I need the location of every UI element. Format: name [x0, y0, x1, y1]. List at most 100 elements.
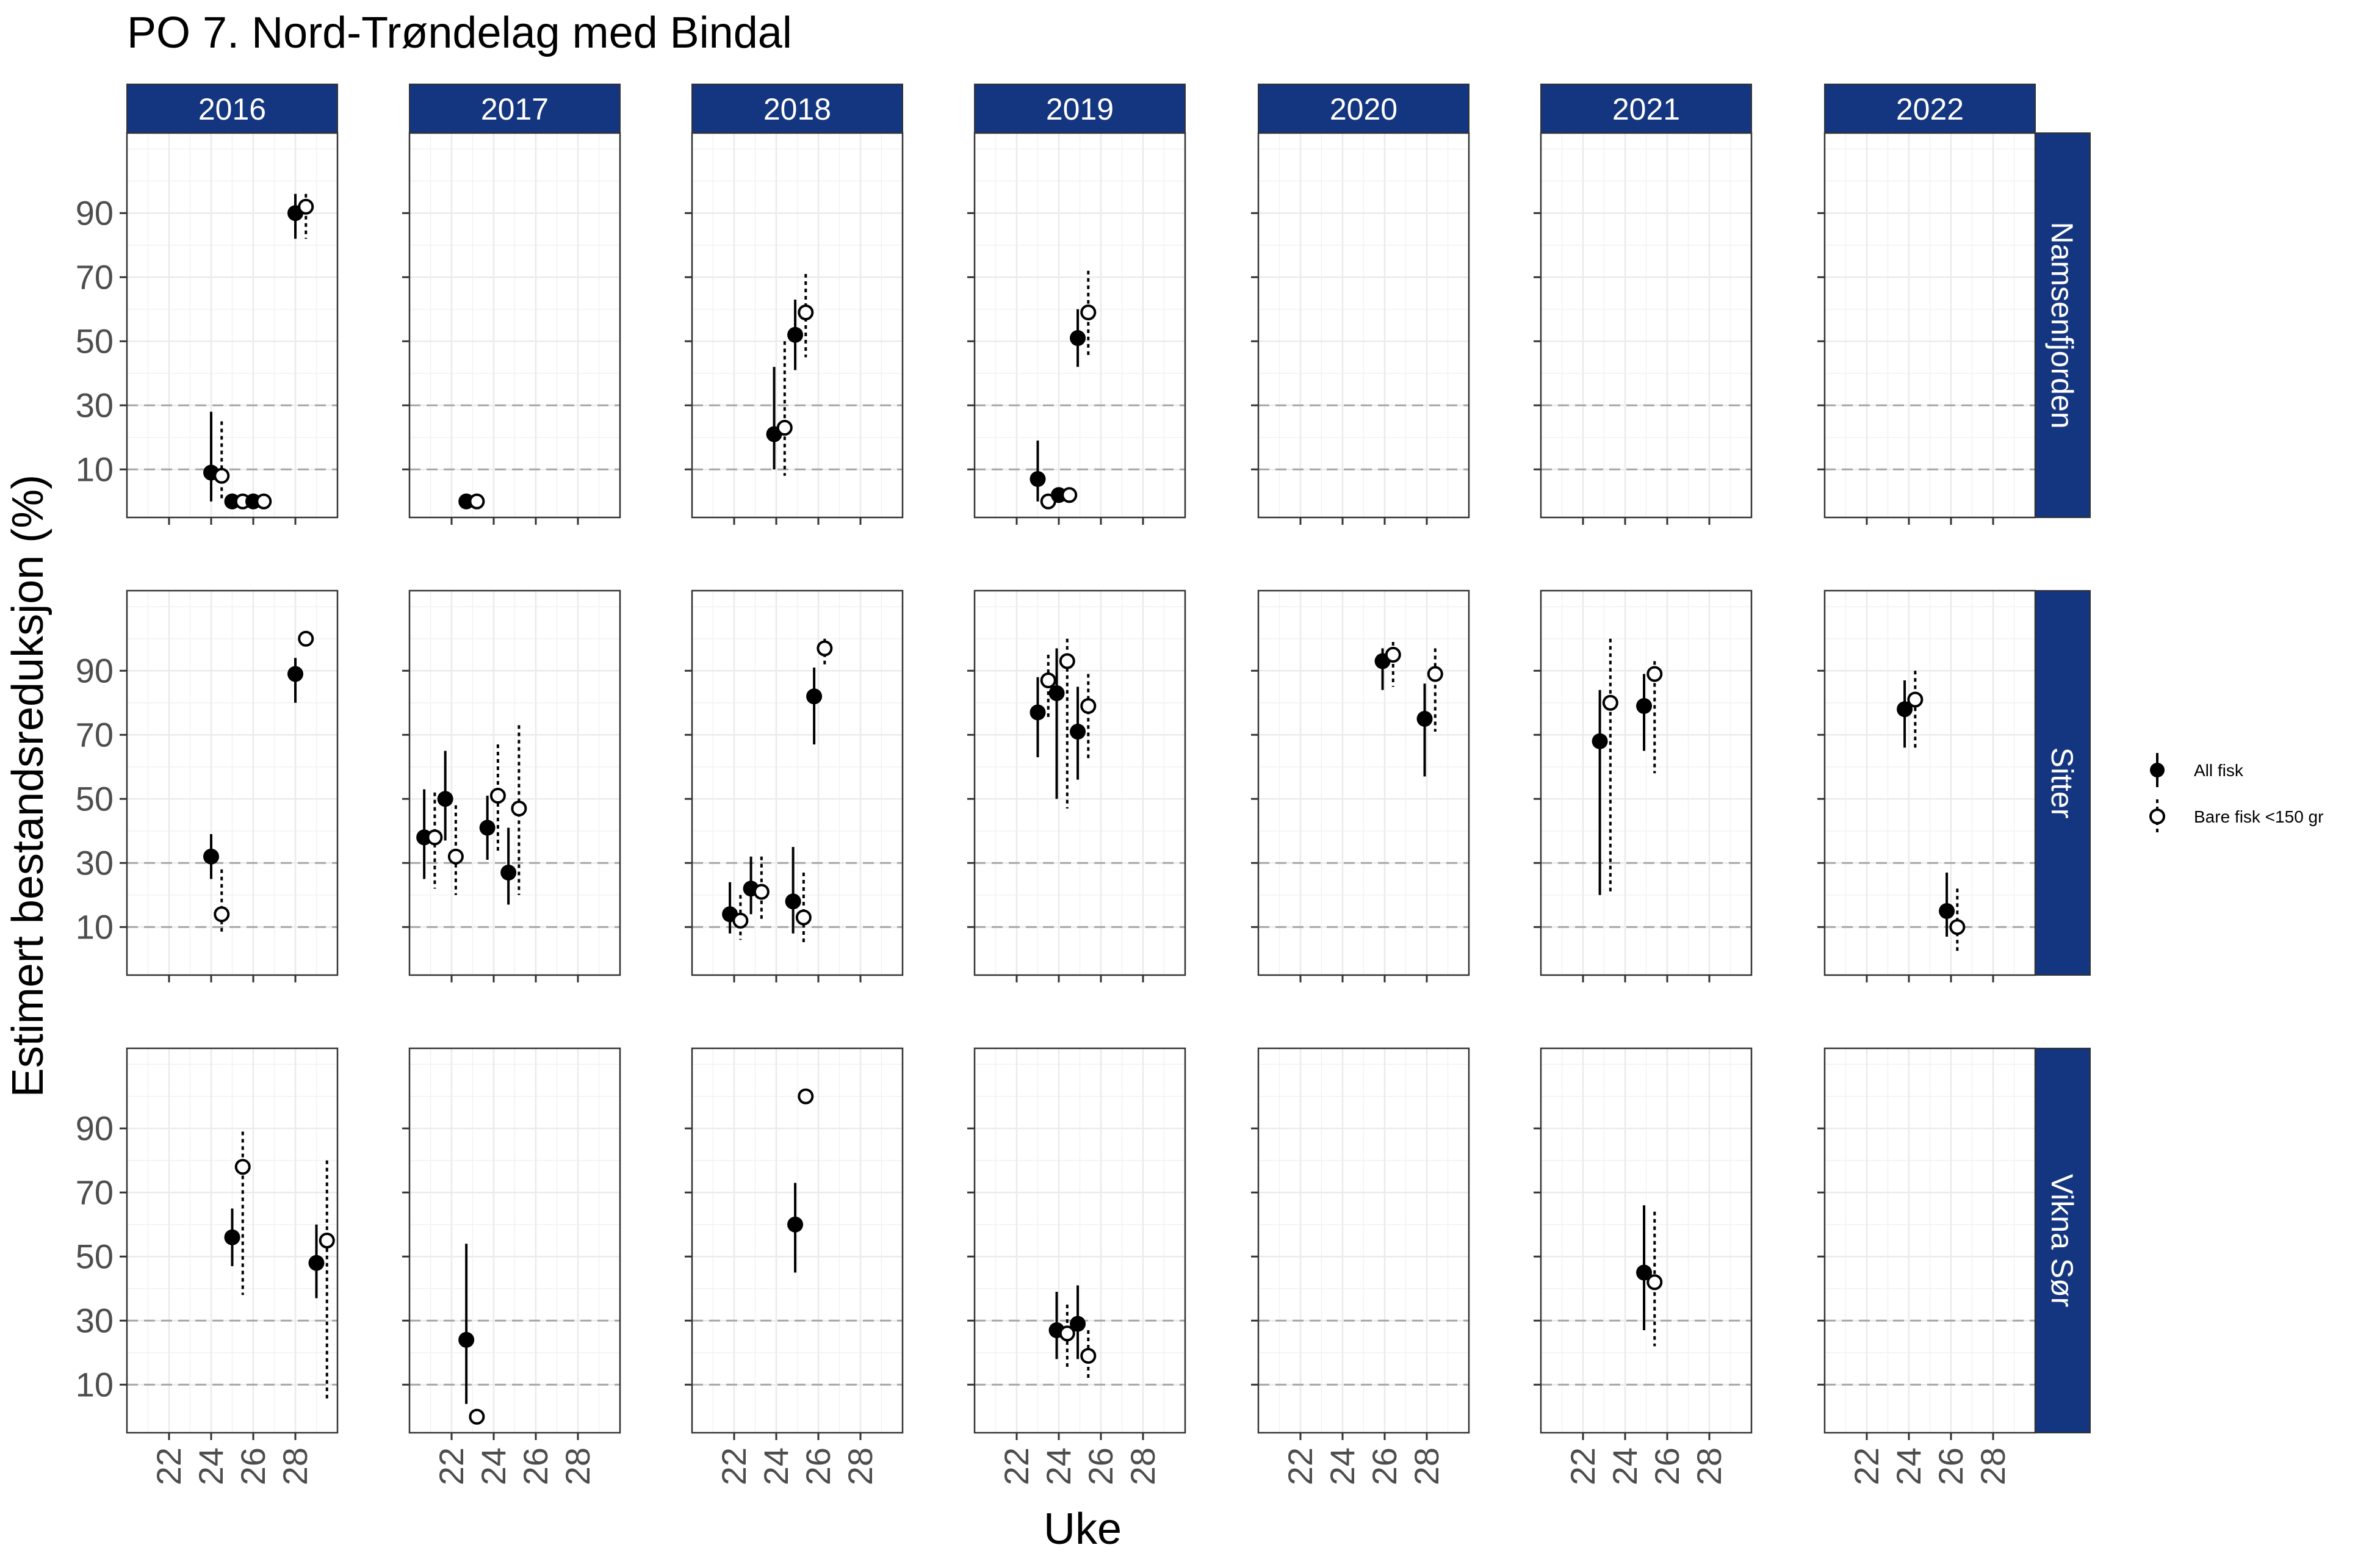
point-marker — [776, 420, 793, 436]
point-marker — [1939, 903, 1955, 919]
strip-label-2022: 2022 — [1896, 92, 1964, 126]
data-point-bare-fisk-150-gr — [1059, 638, 1075, 809]
strip-2021 — [1540, 84, 1752, 134]
point-marker — [1070, 330, 1086, 346]
panel-2020-sitter — [1251, 589, 1470, 982]
data-point-bare-fisk-150-gr — [319, 1160, 335, 1401]
chart-title: PO 7. Nord-Trøndelag med Bindal — [127, 9, 792, 57]
panel-border — [1257, 1047, 1470, 1434]
point-marker — [214, 467, 230, 484]
point-marker — [469, 493, 485, 510]
panel-border — [973, 589, 1186, 976]
legend-key-marker — [2150, 763, 2165, 777]
legend: All fisk Bare fisk <150 gr — [2149, 753, 2323, 834]
data-point-all-fisk — [785, 847, 801, 934]
point-marker — [298, 630, 314, 647]
point-marker — [224, 1229, 240, 1245]
x-axis-title: Uke — [1044, 1505, 1122, 1554]
y-tick-label: 30 — [76, 843, 114, 882]
data-point-bare-fisk-150-gr — [798, 274, 814, 358]
data-point-all-fisk — [1048, 648, 1065, 799]
panel-2018-sitter — [685, 589, 904, 982]
x-tick-label: 28 — [1690, 1447, 1728, 1485]
data-point-bare-fisk-150-gr — [214, 869, 230, 934]
point-marker — [1427, 666, 1443, 682]
x-tick-label: 24 — [1606, 1447, 1644, 1485]
data-point-all-fisk — [787, 300, 804, 370]
panel-2017-namsenfjorden: 2017 — [402, 84, 621, 525]
strip-namsenfjorden — [2035, 132, 2091, 518]
x-tick-label: 22 — [432, 1447, 471, 1485]
data-point-bare-fisk-150-gr — [1427, 648, 1443, 732]
point-marker — [437, 791, 453, 807]
data-point-bare-fisk-150-gr — [817, 638, 833, 665]
y-tick-label: 30 — [76, 386, 114, 424]
x-tick-label: 22 — [715, 1447, 753, 1485]
point-marker — [479, 819, 496, 836]
point-marker — [817, 640, 833, 657]
y-tick-label: 70 — [76, 715, 114, 754]
data-point-all-fisk — [787, 1183, 804, 1273]
panel-2016-vikna-sor: 10 30 50 70 90 22 24 26 28 — [76, 1047, 339, 1485]
panel-border — [408, 589, 621, 976]
data-point-all-fisk — [437, 751, 453, 841]
point-marker — [511, 801, 527, 816]
strip-label-vikna-sor: Vikna Sør — [2045, 1174, 2079, 1308]
panel-border — [126, 1047, 339, 1434]
legend-label: All fisk — [2194, 761, 2244, 780]
strip-label-2020: 2020 — [1330, 92, 1397, 126]
strip-sitter — [2035, 590, 2091, 976]
point-marker — [1897, 701, 1913, 718]
data-point-bare-fisk-150-gr — [1646, 1211, 1663, 1347]
panel-border — [1540, 589, 1753, 976]
strip-2019 — [974, 84, 1186, 134]
panel-border — [691, 1047, 904, 1434]
point-marker — [1059, 1325, 1075, 1342]
x-tick-label: 26 — [799, 1447, 837, 1485]
strip-label-2019: 2019 — [1046, 92, 1114, 126]
legend-key-marker — [2149, 809, 2165, 824]
panel-2016-namsenfjorden: 10 30 50 70 90 2016 — [76, 84, 339, 525]
data-point-bare-fisk-150-gr — [298, 193, 314, 239]
data-point-bare-fisk-150-gr — [511, 725, 527, 895]
point-marker — [1636, 698, 1653, 714]
data-point-bare-fisk-150-gr — [753, 856, 770, 921]
point-marker — [469, 1408, 485, 1425]
x-tick-label: 28 — [1974, 1447, 2012, 1485]
y-tick-label: 90 — [76, 193, 114, 232]
point-marker — [1040, 672, 1056, 688]
data-point-bare-fisk-150-gr — [489, 744, 506, 854]
data-point-bare-fisk-150-gr — [447, 805, 464, 895]
point-marker — [447, 848, 464, 865]
panel-2022-vikna-sor: 22 24 26 28 Vikna Sør — [1817, 1047, 2091, 1485]
point-marker — [1030, 704, 1046, 721]
data-point-all-fisk — [1070, 686, 1086, 780]
data-point-bare-fisk-150-gr — [1949, 888, 1966, 953]
point-marker — [1646, 1274, 1663, 1291]
panel-border — [408, 1047, 621, 1434]
data-point-bare-fisk-150-gr — [214, 421, 230, 502]
data-point-bare-fisk-150-gr — [298, 630, 314, 647]
x-tick-label: 26 — [516, 1447, 555, 1485]
x-tick-label: 24 — [1323, 1447, 1361, 1485]
data-point-all-fisk — [1636, 674, 1653, 751]
facet-panels: 10 30 50 70 90 2016 2017 2018 2019 2020 2021 2022 Na… — [76, 84, 2091, 1485]
panel-2021-sitter — [1534, 589, 1753, 982]
data-point-bare-fisk-150-gr — [1646, 661, 1663, 774]
data-point-all-fisk — [806, 668, 823, 744]
y-tick-label: 50 — [76, 1237, 114, 1275]
data-point-all-fisk — [500, 827, 517, 905]
panel-2021-vikna-sor: 22 24 26 28 — [1534, 1047, 1753, 1485]
point-marker — [1385, 647, 1401, 663]
x-tick-label: 28 — [558, 1447, 597, 1485]
data-point-bare-fisk-150-gr — [1080, 674, 1097, 761]
panel-2021-namsenfjorden: 2021 — [1534, 84, 1753, 525]
strip-vikna-sor — [2035, 1048, 2091, 1433]
data-point-bare-fisk-150-gr — [1907, 671, 1924, 751]
data-point-bare-fisk-150-gr — [256, 493, 272, 510]
x-tick-label: 28 — [1123, 1447, 1162, 1485]
panel-2017-vikna-sor: 22 24 26 28 — [402, 1047, 621, 1485]
data-point-all-fisk — [1897, 680, 1913, 748]
y-tick-label: 30 — [76, 1301, 114, 1339]
